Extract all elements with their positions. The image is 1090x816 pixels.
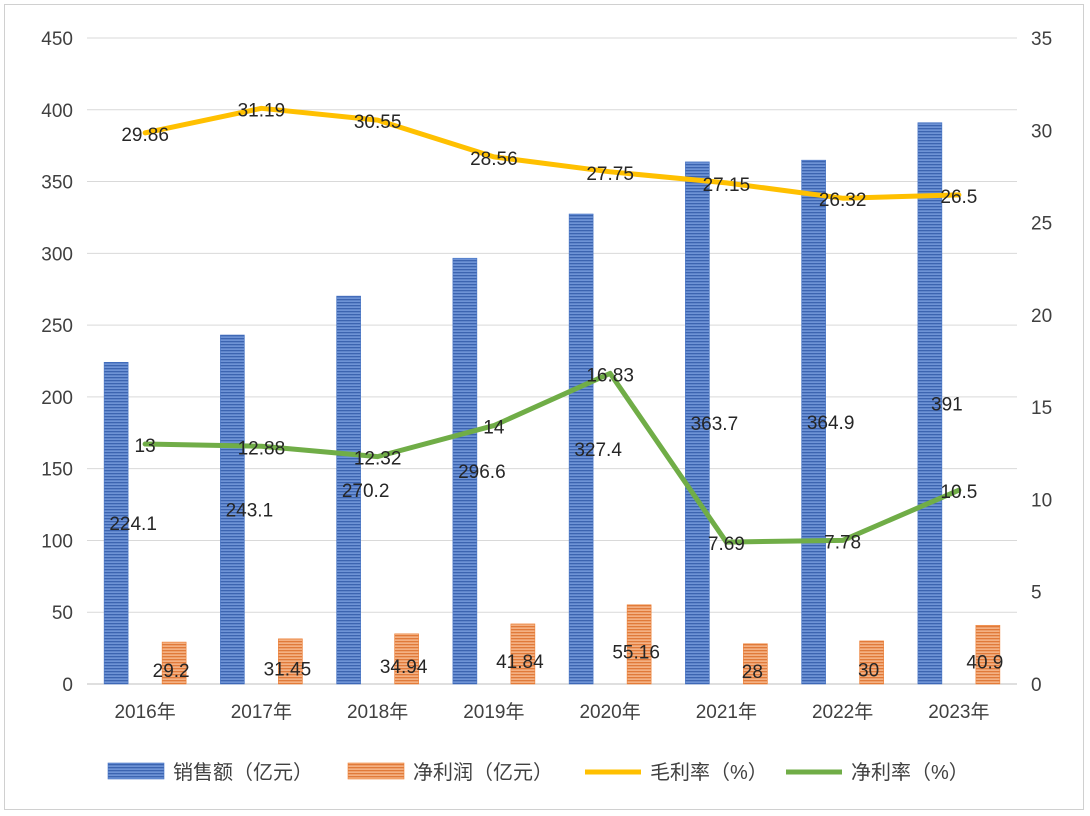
data-label-sales: 364.9 [807,413,855,434]
y-right-tick-label: 15 [1031,398,1052,419]
line-gross-margin [142,105,962,201]
y-left-tick-label: 450 [41,29,73,50]
data-label-net-profit: 29.2 [153,661,190,682]
bar-sales [336,295,361,685]
data-label-net-profit: 41.84 [496,652,544,673]
data-label-sales: 296.6 [458,462,506,483]
bar-sales [452,257,478,685]
data-label-sales: 391 [931,394,963,415]
bar-net-profit [743,643,768,685]
data-label-net-margin: 13 [135,436,156,457]
data-label-gross-margin: 26.5 [940,187,977,208]
bar-net-profit [394,633,419,685]
y-left-tick-label: 100 [41,531,73,552]
data-label-gross-margin: 28.56 [470,149,518,170]
legend-label: 毛利率（%） [650,761,768,784]
x-tick-label: 2016年 [114,701,175,723]
bar-sales [801,159,826,685]
y-right-tick-label: 35 [1031,29,1052,50]
data-label-net-profit: 31.45 [264,659,312,680]
legend: 销售额（亿元） 净利润（亿元） 毛利率（%） 净利率（%） [107,761,969,784]
legend-item: 净利润（亿元） [347,761,553,784]
y-right-tick-label: 5 [1031,583,1042,604]
x-tick-label: 2022年 [812,701,873,723]
legend-item: 净利率（%） [786,761,969,784]
data-label-net-margin: 7.78 [824,532,861,553]
data-label-sales: 224.1 [109,514,157,535]
legend-label: 净利率（%） [851,761,969,784]
data-label-gross-margin: 26.32 [819,190,867,211]
y-left-tick-label: 0 [62,675,73,696]
data-label-net-profit: 30 [858,660,879,681]
data-label-sales: 243.1 [226,501,274,522]
y-right-tick-label: 20 [1031,306,1052,327]
chart-frame: 224.1 243.1 270.2 296.6 327.4 363.7 364.9 391 29… [4,4,1084,810]
data-label-net-margin: 12.88 [238,438,286,459]
bar-net-profit [975,624,1001,685]
bars-layer [103,122,1001,685]
y-left-tick-label: 300 [41,244,73,265]
y-left-tick-label: 350 [41,173,73,194]
bar-net-profit [510,623,536,685]
data-label-sales: 270.2 [342,481,390,502]
bar-sales [917,122,943,685]
legend-swatch [107,762,165,780]
data-label-net-margin: 14 [483,418,505,439]
combo-chart: 224.1 243.1 270.2 296.6 327.4 363.7 364.9 391 29… [41,29,1052,784]
legend-item: 销售额（亿元） [107,761,313,784]
bar-sales [568,213,594,685]
data-label-net-profit: 55.16 [612,642,660,663]
y-left-tick-label: 250 [41,316,73,337]
bar-net-profit [278,638,303,685]
x-tick-label: 2018年 [347,701,408,723]
data-label-net-profit: 28 [742,662,763,683]
x-tick-label: 2019年 [463,701,524,723]
legend-label: 销售额（亿元） [173,761,313,784]
x-tick-label: 2017年 [231,701,292,723]
legend-swatch [347,762,405,780]
data-label-net-margin: 16.83 [586,365,634,386]
x-tick-label: 2023年 [928,701,989,723]
bar-sales [220,334,245,685]
x-tick-label: 2020年 [579,701,640,723]
legend-label: 净利润（亿元） [413,761,553,784]
line-net-margin [142,370,962,545]
bar-net-profit [161,641,187,685]
data-label-sales: 363.7 [691,414,739,435]
data-label-gross-margin: 27.15 [703,175,751,196]
y-left-tick-label: 400 [41,101,73,122]
legend-item: 毛利率（%） [585,761,768,784]
data-label-net-margin: 12.32 [354,449,402,470]
bar-sales [685,161,710,685]
data-label-net-margin: 7.69 [708,534,745,555]
y-right-tick-label: 10 [1031,490,1052,511]
bar-net-profit [626,604,652,685]
data-label-net-profit: 40.9 [966,653,1003,674]
data-labels-layer: 224.1 243.1 270.2 296.6 327.4 363.7 364.9 391 29… [109,100,1003,683]
y-left-tick-label: 200 [41,388,73,409]
data-label-net-profit: 34.94 [380,657,428,678]
bar-sales [103,361,129,685]
y-right-tick-label: 0 [1031,675,1042,696]
x-tick-label: 2021年 [696,701,757,723]
data-label-gross-margin: 30.55 [354,112,402,133]
y-left-tick-label: 50 [52,603,73,624]
data-label-gross-margin: 29.86 [121,125,169,146]
axes-layer: 0 50 100 150 200 250 300 350 400 450 0 5 10 15 20 25 30 3… [41,29,1052,723]
data-label-gross-margin: 31.19 [238,100,286,121]
data-label-gross-margin: 27.75 [586,164,634,185]
y-left-tick-label: 150 [41,460,73,481]
bar-net-profit [859,640,884,685]
data-label-net-margin: 10.5 [940,482,977,503]
y-right-tick-label: 25 [1031,214,1052,235]
data-label-sales: 327.4 [574,440,622,461]
lines-layer [142,105,962,545]
y-right-tick-label: 30 [1031,121,1052,142]
